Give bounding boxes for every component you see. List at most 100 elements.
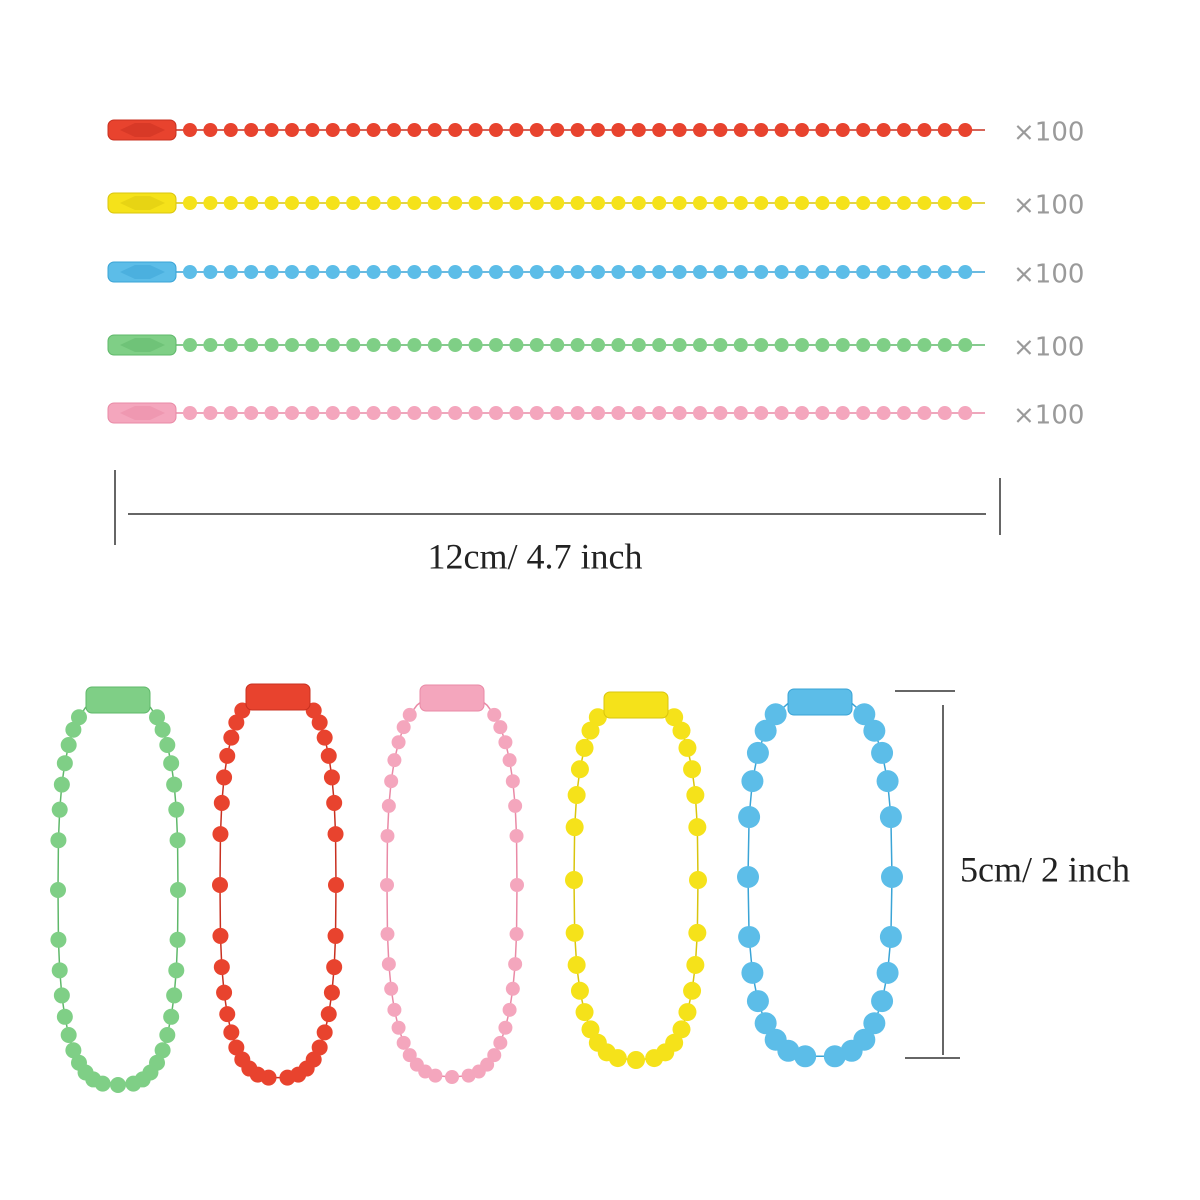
bead	[223, 1024, 240, 1041]
bead	[581, 721, 600, 740]
bead	[693, 338, 707, 352]
bead	[917, 265, 932, 279]
bead	[876, 770, 899, 793]
bead	[168, 962, 185, 979]
bead	[489, 123, 503, 137]
bead	[493, 1035, 508, 1050]
quantity-label: ×100	[1013, 118, 1084, 148]
bead	[754, 338, 769, 352]
bead	[70, 1054, 87, 1071]
bead	[468, 406, 483, 420]
bead	[244, 196, 259, 210]
bead	[505, 981, 520, 996]
bead	[427, 265, 442, 279]
bead	[754, 719, 777, 742]
bead	[387, 123, 401, 137]
bead	[407, 196, 422, 210]
bead	[733, 406, 748, 420]
bead	[570, 123, 585, 137]
bead	[683, 981, 702, 1000]
bead	[183, 406, 197, 420]
bead	[216, 769, 233, 786]
bead	[856, 338, 871, 352]
bead	[591, 123, 605, 137]
bead	[228, 714, 245, 731]
bead	[693, 265, 707, 279]
bead	[346, 196, 361, 210]
bead	[688, 923, 707, 942]
bead	[565, 923, 584, 942]
bead	[570, 406, 585, 420]
bead	[611, 338, 626, 352]
bead	[588, 708, 607, 727]
bead	[70, 709, 87, 726]
bead	[402, 1048, 417, 1063]
bead	[56, 755, 73, 772]
bead	[448, 406, 463, 420]
bead	[212, 927, 229, 944]
bead	[652, 196, 667, 210]
bead	[264, 338, 279, 352]
bead	[159, 1026, 176, 1043]
bead	[387, 406, 401, 420]
bead	[166, 776, 183, 793]
bead	[529, 123, 544, 137]
bead	[863, 1012, 886, 1035]
bead	[461, 1068, 476, 1083]
bead	[688, 818, 707, 837]
bead	[863, 719, 886, 742]
bead	[958, 265, 973, 279]
bead	[53, 776, 70, 793]
bead	[316, 1024, 333, 1041]
bead	[672, 123, 687, 137]
bead	[183, 123, 197, 137]
bead	[387, 753, 402, 768]
bead	[320, 1006, 337, 1023]
bead	[754, 406, 769, 420]
bead	[325, 196, 340, 210]
bead	[366, 338, 381, 352]
bead	[427, 196, 442, 210]
bead	[468, 123, 483, 137]
bead	[738, 806, 761, 829]
bead	[733, 338, 748, 352]
bead	[325, 123, 340, 137]
bead	[529, 406, 544, 420]
bead	[502, 1002, 517, 1017]
bead	[170, 882, 186, 898]
bead	[264, 196, 279, 210]
bead	[652, 123, 667, 137]
bead	[835, 265, 850, 279]
bead	[713, 406, 728, 420]
bead	[169, 832, 186, 849]
bead	[60, 1026, 77, 1043]
bead	[51, 962, 68, 979]
bead	[50, 882, 66, 898]
clasp-notch	[120, 406, 165, 420]
bead	[672, 721, 691, 740]
bead	[937, 123, 952, 137]
bead	[380, 828, 395, 843]
bead	[498, 735, 513, 750]
bead	[529, 196, 544, 210]
bead	[575, 1003, 594, 1022]
bead	[509, 196, 524, 210]
bead	[110, 1077, 126, 1093]
clasp	[787, 688, 853, 716]
bead	[244, 406, 259, 420]
bead	[815, 123, 830, 137]
bead	[815, 338, 830, 352]
bead	[219, 1006, 236, 1023]
bead	[223, 729, 240, 746]
bead	[407, 265, 422, 279]
bead	[815, 406, 830, 420]
bead	[672, 338, 687, 352]
bead	[795, 338, 809, 352]
bead	[366, 196, 381, 210]
bead	[305, 265, 320, 279]
bead	[427, 338, 442, 352]
bead	[570, 196, 585, 210]
bead	[853, 703, 876, 726]
bead	[166, 987, 183, 1004]
